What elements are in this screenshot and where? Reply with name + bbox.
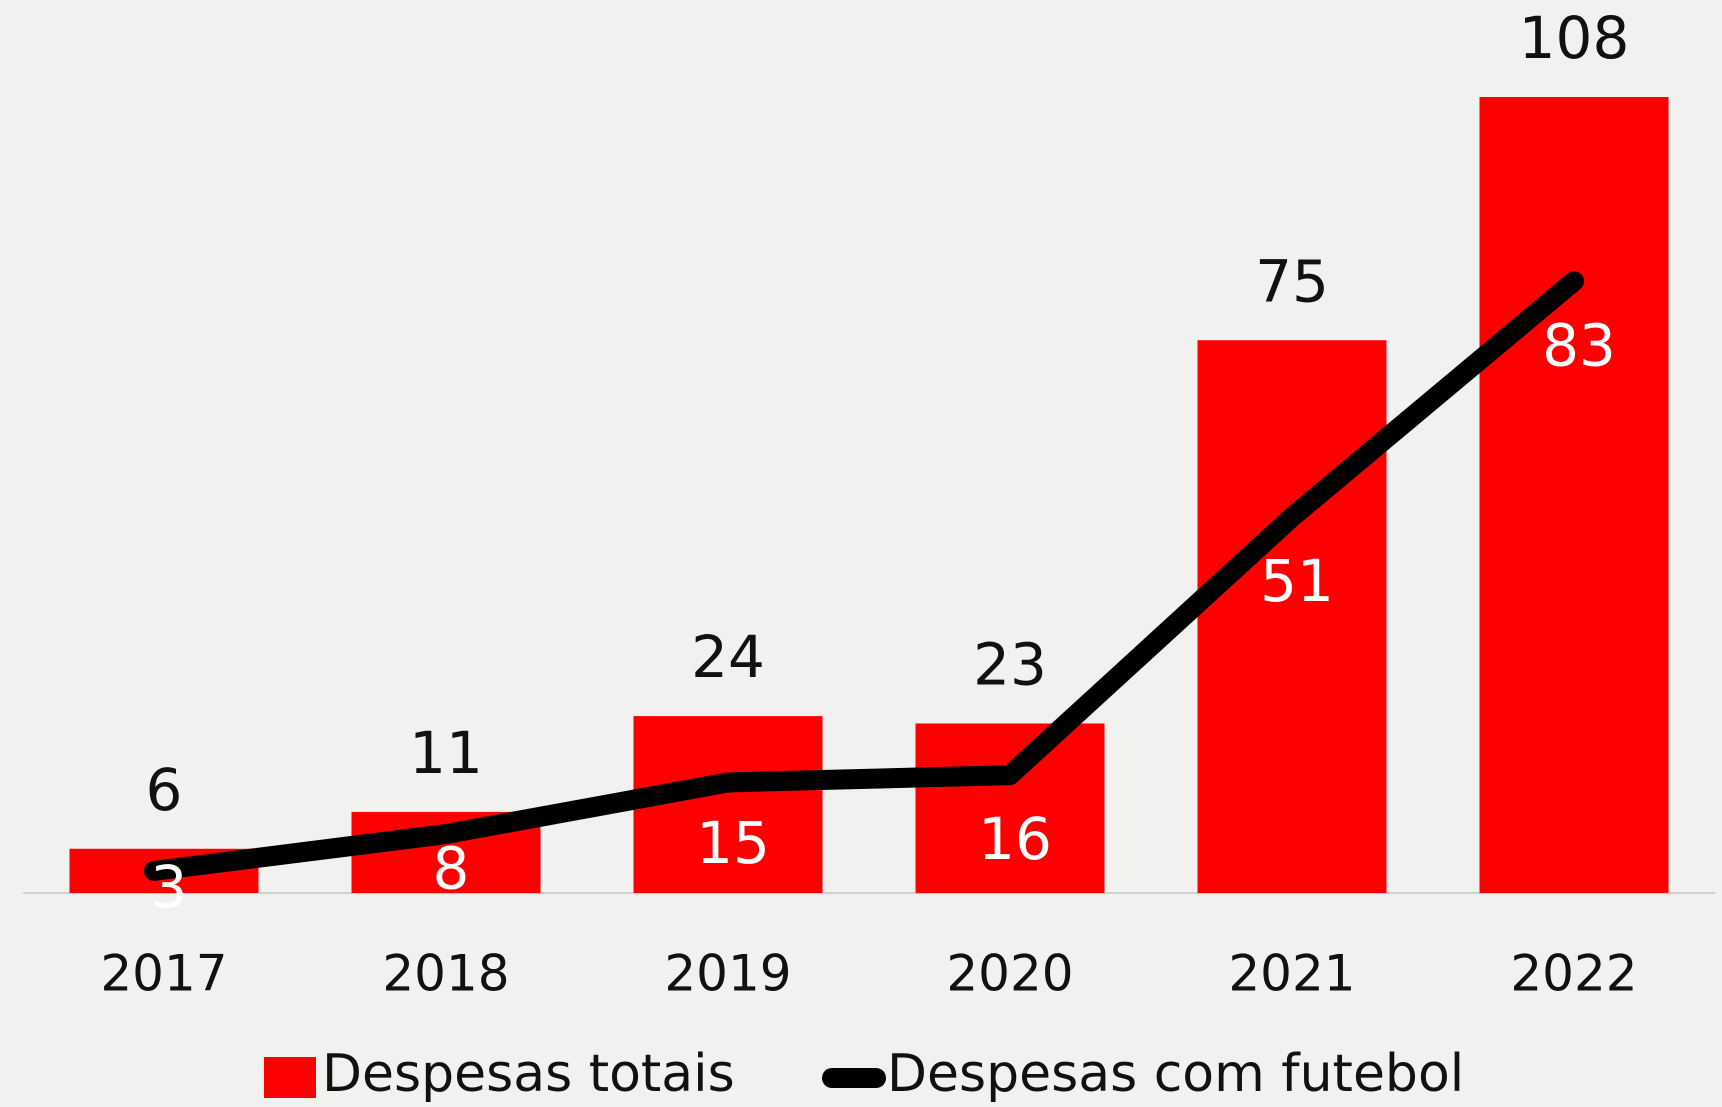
x-tick-label: 2020 bbox=[946, 945, 1073, 1003]
legend-label: Despesas totais bbox=[322, 1044, 735, 1104]
line-value-label: 16 bbox=[978, 805, 1052, 873]
bar-value-label: 24 bbox=[691, 623, 765, 691]
bar-value-label: 23 bbox=[973, 631, 1047, 699]
x-tick-label: 2021 bbox=[1228, 945, 1355, 1003]
line-value-label: 83 bbox=[1542, 311, 1616, 379]
line-value-label: 8 bbox=[433, 835, 470, 903]
x-tick-label: 2022 bbox=[1510, 945, 1637, 1003]
x-tick-label: 2018 bbox=[382, 945, 509, 1003]
line-value-label: 3 bbox=[151, 853, 188, 921]
bar-value-label: 6 bbox=[146, 756, 183, 824]
bar bbox=[1479, 97, 1669, 893]
line bbox=[144, 271, 1584, 881]
line-value-label: 15 bbox=[696, 809, 770, 877]
bar-value-label: 11 bbox=[409, 719, 483, 787]
legend-label: Despesas com futebol bbox=[887, 1044, 1464, 1104]
bar-value-label: 108 bbox=[1519, 4, 1630, 72]
bar-value-label: 75 bbox=[1255, 247, 1329, 315]
line-value-label: 51 bbox=[1260, 547, 1334, 615]
bar bbox=[633, 716, 823, 893]
bar bbox=[1197, 340, 1387, 893]
x-tick-label: 2019 bbox=[664, 945, 791, 1003]
legend-swatch bbox=[264, 1057, 316, 1098]
bar bbox=[915, 723, 1105, 893]
x-tick-label: 2017 bbox=[100, 945, 227, 1003]
